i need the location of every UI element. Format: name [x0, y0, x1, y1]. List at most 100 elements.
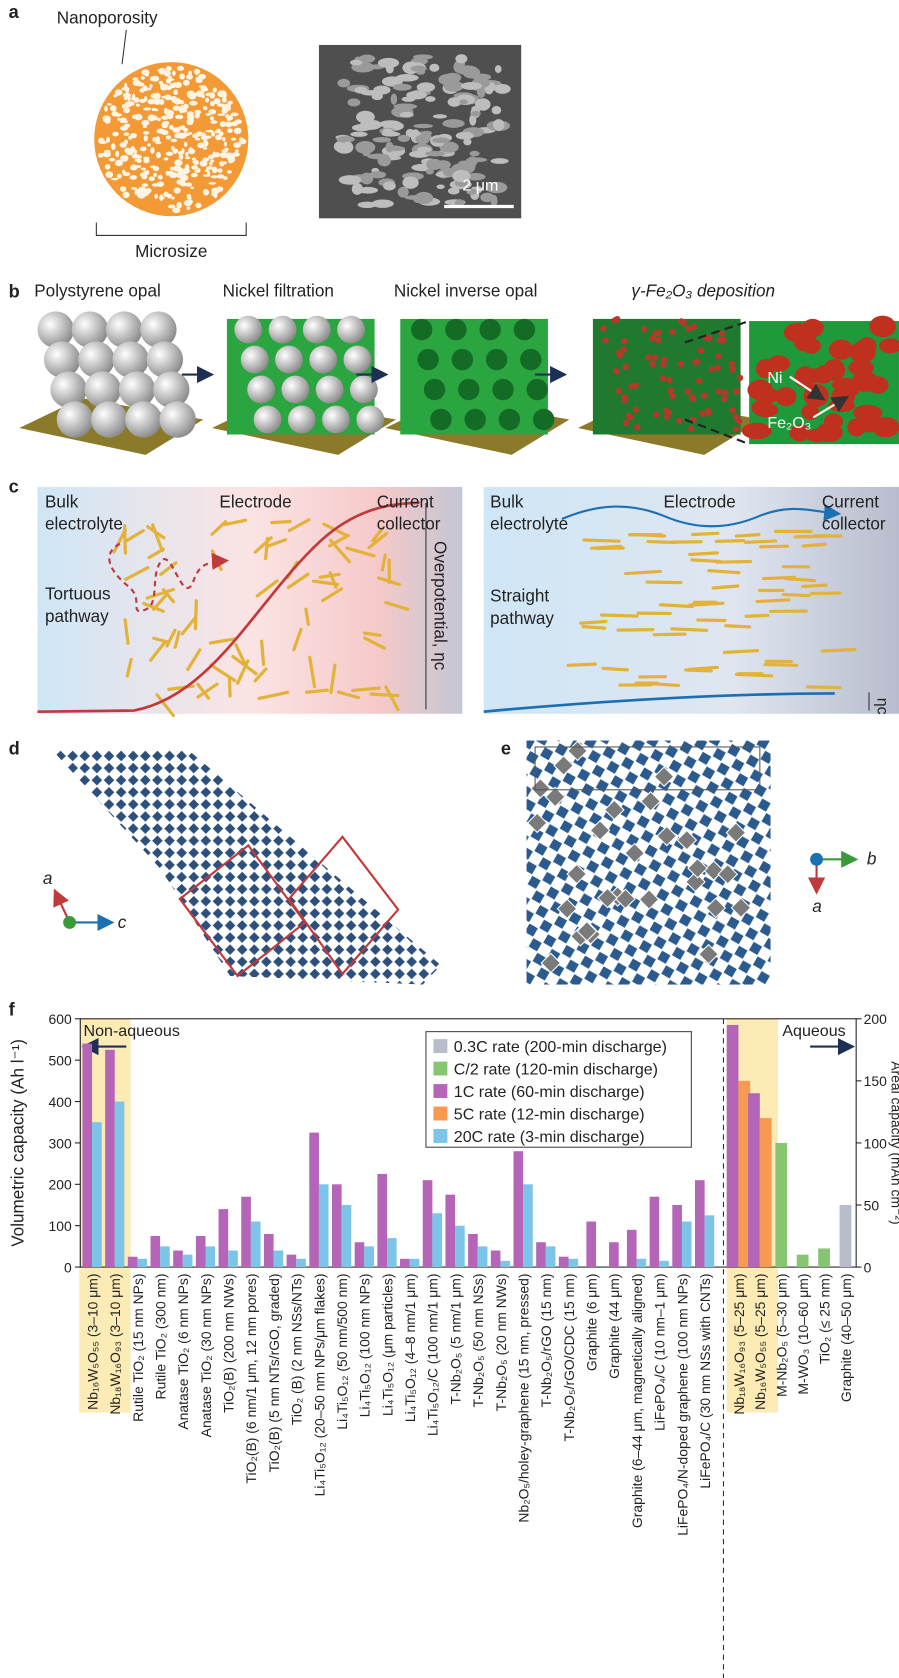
particle	[634, 424, 640, 430]
rod	[803, 544, 825, 546]
grain	[461, 82, 482, 90]
rod	[603, 668, 627, 670]
pore	[203, 140, 209, 147]
sphere	[78, 341, 114, 377]
x-tick-label: Li₄Ti₅O₁₂ (20–50 nm NPs/μm flakes)	[311, 1273, 327, 1496]
pore	[214, 98, 221, 104]
x-tick-label: Graphite (6–44 μm, magnetically aligned)	[629, 1273, 645, 1528]
sphere	[269, 316, 297, 344]
pore	[178, 151, 184, 155]
pore	[125, 87, 129, 93]
label: electrolyte	[490, 515, 568, 534]
pore	[212, 152, 216, 158]
rod	[786, 579, 814, 581]
grain	[337, 79, 350, 88]
panel-label: d	[9, 738, 20, 758]
x-tick-label: Nb₁₆W₅O₅₅ (5–25 μm)	[752, 1273, 768, 1409]
grain	[402, 176, 418, 188]
pore	[183, 80, 190, 86]
sphere	[275, 346, 303, 374]
rod	[690, 553, 718, 555]
bar	[445, 1195, 455, 1267]
bar	[432, 1213, 442, 1267]
pore	[139, 187, 145, 193]
bar	[468, 1234, 478, 1267]
rod	[660, 605, 692, 607]
pore	[211, 175, 218, 178]
particle	[678, 361, 684, 367]
particle	[669, 329, 675, 335]
particle	[665, 409, 671, 415]
grain	[394, 103, 417, 109]
pore	[173, 89, 178, 95]
pore	[140, 172, 147, 177]
pore	[130, 133, 137, 138]
bar	[748, 1093, 760, 1267]
particle	[698, 347, 704, 353]
grain	[350, 60, 362, 66]
y2-tick-label: 0	[864, 1259, 872, 1275]
pore	[107, 103, 112, 106]
particle	[829, 340, 853, 360]
pore	[187, 194, 192, 199]
bar	[523, 1184, 533, 1267]
sphere	[153, 371, 189, 407]
grain	[336, 136, 354, 143]
pore	[171, 146, 175, 150]
grain	[355, 87, 368, 94]
y2-tick-label: 200	[864, 1011, 887, 1027]
pore	[158, 175, 163, 180]
rod	[195, 601, 196, 629]
bar	[546, 1246, 556, 1267]
panel-label: f	[9, 1000, 16, 1020]
particle	[613, 368, 619, 374]
particle	[670, 393, 676, 399]
bar	[196, 1236, 206, 1267]
bar	[287, 1255, 297, 1267]
particle	[632, 382, 638, 388]
pore	[210, 120, 217, 124]
bracket	[96, 223, 246, 236]
pore	[217, 103, 225, 107]
pore	[222, 137, 225, 142]
particle	[849, 341, 875, 363]
x-tick-label: TiO₂(B) (6 nm/1 μm, 12 nm pores)	[243, 1273, 259, 1483]
rod	[272, 521, 290, 522]
bar	[609, 1242, 619, 1267]
pore	[203, 147, 207, 150]
pore	[192, 133, 199, 138]
pore	[231, 138, 236, 141]
x-tick-label: Li₄Ti₅O₁₂ (50 nm/500 nm)	[334, 1273, 350, 1429]
rod	[692, 560, 721, 562]
x-tick-label: M-WO₃ (10–60 μm)	[795, 1273, 811, 1394]
panel-label: a	[9, 2, 20, 22]
particle	[701, 392, 707, 398]
annotation: Nanoporosity	[57, 9, 158, 28]
particle	[616, 349, 622, 355]
panel-label: b	[9, 282, 20, 302]
sphere	[281, 376, 309, 404]
grain	[455, 54, 467, 63]
grain	[495, 65, 502, 73]
axis-origin	[810, 853, 823, 866]
label: Current	[377, 492, 434, 511]
y-axis-title: Volumetric capacity (Ah l⁻¹)	[9, 1039, 28, 1247]
grain	[415, 192, 434, 204]
pore	[227, 115, 233, 120]
x-tick-label: M-Nb₂O₅ (5–30 μm)	[774, 1273, 790, 1396]
bar	[840, 1205, 852, 1267]
y2-tick-label: 50	[864, 1197, 880, 1213]
pore	[156, 152, 161, 158]
pore	[130, 164, 137, 170]
pore	[164, 157, 169, 160]
pore	[174, 98, 181, 105]
rod	[689, 667, 717, 669]
pore	[132, 94, 136, 101]
particle	[602, 337, 608, 343]
pore	[188, 132, 192, 135]
particle	[696, 378, 702, 384]
bar	[115, 1102, 125, 1268]
legend-swatch	[433, 1084, 447, 1098]
panel-b: b Polystyrene opal Nickel filtration Nic…	[9, 281, 899, 454]
sphere	[112, 341, 148, 377]
